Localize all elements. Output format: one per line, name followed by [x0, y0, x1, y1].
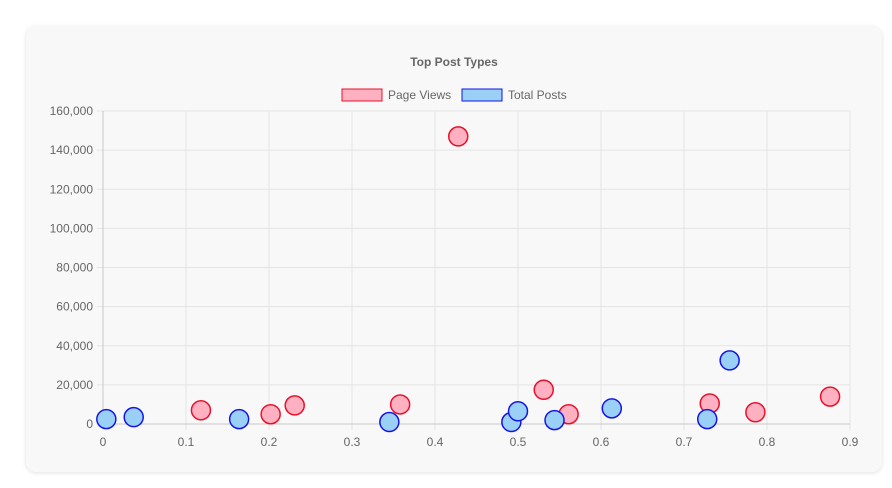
chart-title: Top Post Types — [410, 55, 498, 69]
legend: Page Views Total Posts — [341, 88, 567, 102]
point-total-posts[interactable] — [123, 406, 144, 428]
point-page-views[interactable] — [533, 379, 554, 401]
chart-card — [26, 26, 882, 472]
y-tick-label: 140,000 — [50, 143, 94, 157]
legend-swatch-total-posts — [461, 88, 503, 102]
tick-labels: 0 0.1 0.2 0.3 0.4 0.5 0.6 0.7 0.8 0.9 0 20,000 40,00… — [50, 104, 859, 449]
x-tick-label: 0.1 — [178, 435, 195, 449]
x-tick-label: 0 — [100, 435, 107, 449]
x-tick-label: 0.3 — [344, 435, 361, 449]
axes — [102, 111, 850, 425]
x-tick-label: 0.7 — [676, 435, 693, 449]
point-total-posts[interactable] — [696, 408, 718, 430]
y-tick-label: 160,000 — [50, 104, 94, 118]
y-tick-label: 60,000 — [56, 300, 93, 314]
point-page-views[interactable] — [819, 386, 841, 407]
point-total-posts[interactable] — [544, 409, 565, 431]
point-total-posts[interactable] — [507, 401, 529, 422]
point-page-views[interactable] — [260, 403, 281, 425]
point-total-posts[interactable] — [601, 398, 623, 419]
x-tick-label: 0.9 — [842, 435, 859, 449]
y-tick-label: 100,000 — [50, 221, 94, 235]
data-points — [96, 126, 841, 433]
y-tick-label: 80,000 — [56, 261, 93, 275]
point-total-posts[interactable] — [719, 350, 740, 371]
point-page-views[interactable] — [389, 394, 411, 415]
y-tick-label: 40,000 — [56, 339, 93, 353]
point-page-views[interactable] — [745, 402, 766, 423]
x-tick-label: 0.6 — [593, 435, 610, 449]
legend-label-total-posts: Total Posts — [508, 88, 567, 102]
x-tick-label: 0.8 — [759, 435, 776, 449]
x-tick-label: 0.2 — [261, 435, 278, 449]
point-total-posts[interactable] — [228, 408, 250, 430]
x-tick-label: 0.4 — [427, 435, 444, 449]
y-tick-label: 0 — [86, 417, 93, 431]
legend-swatch-page-views — [341, 88, 383, 102]
legend-label-page-views: Page Views — [388, 88, 451, 102]
grid-lines — [97, 110, 851, 430]
point-page-views[interactable] — [190, 400, 212, 421]
legend-item-total-posts[interactable]: Total Posts — [461, 88, 567, 102]
point-total-posts[interactable] — [96, 408, 117, 430]
point-total-posts[interactable] — [379, 411, 400, 433]
x-tick-label: 0.5 — [510, 435, 527, 449]
point-page-views[interactable] — [447, 126, 469, 147]
y-tick-label: 20,000 — [56, 378, 93, 392]
legend-item-page-views[interactable]: Page Views — [341, 88, 451, 102]
y-tick-label: 120,000 — [50, 182, 94, 196]
point-page-views[interactable] — [284, 395, 305, 416]
